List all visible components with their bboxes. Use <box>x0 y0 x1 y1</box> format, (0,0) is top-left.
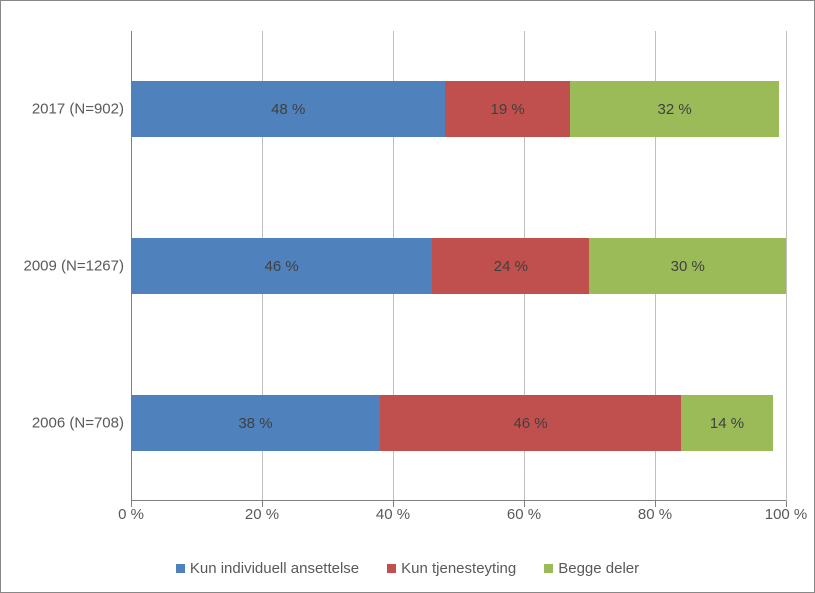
legend-swatch <box>387 564 396 573</box>
x-tick-label: 60 % <box>507 506 541 523</box>
bar-row: 38 %46 %14 % <box>131 395 786 451</box>
bar-segment: 19 % <box>445 81 569 137</box>
chart-container: 48 %19 %32 %46 %24 %30 %38 %46 %14 % Kun… <box>0 0 815 593</box>
legend-swatch <box>544 564 553 573</box>
bar-row: 46 %24 %30 % <box>131 238 786 294</box>
x-tick-label: 80 % <box>638 506 672 523</box>
bar-segment: 46 % <box>380 395 681 451</box>
x-tick-label: 100 % <box>765 506 808 523</box>
y-tick-label: 2017 (N=902) <box>9 101 124 118</box>
x-tick-label: 0 % <box>118 506 144 523</box>
gridline <box>786 31 787 501</box>
bar-segment: 24 % <box>432 238 589 294</box>
legend-item: Kun tjenesteyting <box>387 560 516 577</box>
plot-area: 48 %19 %32 %46 %24 %30 %38 %46 %14 % <box>131 31 786 501</box>
bar-segment: 14 % <box>681 395 773 451</box>
legend-item: Begge deler <box>544 560 639 577</box>
bar-row: 48 %19 %32 % <box>131 81 786 137</box>
legend-label: Kun tjenesteyting <box>401 560 516 577</box>
legend-label: Begge deler <box>558 560 639 577</box>
bar-segment: 38 % <box>131 395 380 451</box>
bar-segment: 48 % <box>131 81 445 137</box>
legend-label: Kun individuell ansettelse <box>190 560 359 577</box>
x-tick-label: 40 % <box>376 506 410 523</box>
x-axis-line <box>131 500 786 501</box>
y-tick-label: 2006 (N=708) <box>9 415 124 432</box>
x-tick-label: 20 % <box>245 506 279 523</box>
bar-segment: 46 % <box>131 238 432 294</box>
y-tick-label: 2009 (N=1267) <box>9 258 124 275</box>
bar-segment: 32 % <box>570 81 780 137</box>
legend-swatch <box>176 564 185 573</box>
legend-item: Kun individuell ansettelse <box>176 560 359 577</box>
bar-segment: 30 % <box>589 238 786 294</box>
legend: Kun individuell ansettelse Kun tjenesteyt… <box>1 560 814 577</box>
